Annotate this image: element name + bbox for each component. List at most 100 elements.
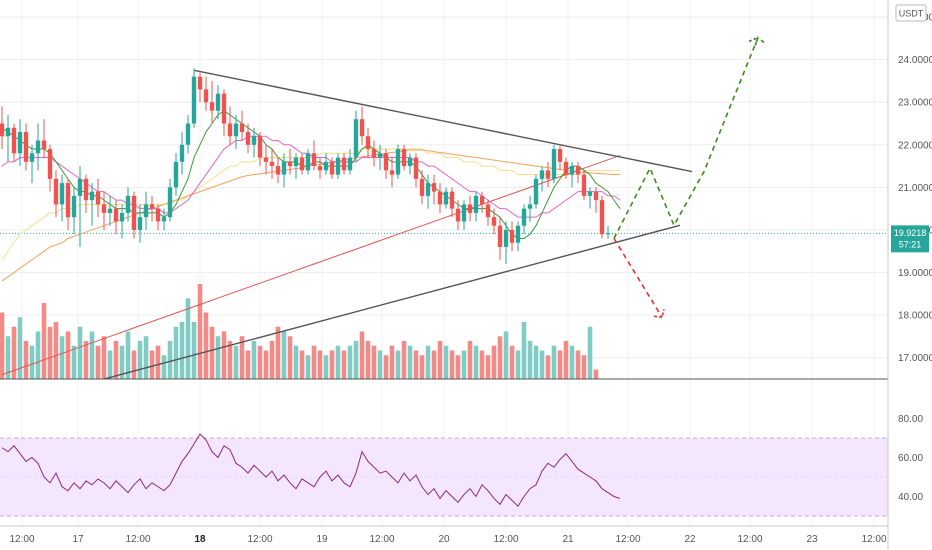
volume-bar [257,345,263,379]
candle-body [317,166,323,171]
candle-body [419,178,425,196]
candle-body [551,149,557,179]
price-axis-ticks: 17.000018.000019.000020.000021.000022.00… [898,13,932,365]
volume-bar [479,350,485,379]
candle-body [203,89,209,103]
volume-bar [335,345,341,379]
volume-bar [119,345,125,379]
candle-body [605,233,611,235]
time-tick-label: 12:00 [9,534,34,545]
price-tag: 19.9218 57:21 [891,225,929,253]
candle-body [599,200,605,235]
volume-bar [23,341,29,379]
candle-body [371,149,377,158]
candle-body [227,123,233,137]
volume-bar [467,341,473,379]
candle-body [59,183,65,205]
candle-body [305,153,311,171]
volume-bar [419,355,425,379]
volume-bar [449,350,455,379]
candle-body [581,174,587,196]
volume-bar [185,298,191,379]
candle-body [473,195,479,213]
candle-body [413,157,419,179]
volume-bar [347,345,353,379]
volume-bar [47,326,53,379]
candle-body [107,208,113,213]
volume-bar [425,345,431,379]
candle-body [449,191,455,209]
candle-body [455,208,461,222]
volume-bar [359,331,365,379]
candle-body [485,204,491,218]
price-tick-label: 21.0000 [898,183,932,194]
volume-bar [503,331,509,379]
candle-body [575,166,581,175]
projection-green-arrowhead [748,36,760,47]
volume-bar [371,345,377,379]
time-tick-label: 12:00 [737,534,762,545]
price-tick-label: 22.0000 [898,140,932,151]
price-tick-label: 24.0000 [898,55,932,66]
volume-bar [251,341,257,379]
candle-body [125,195,131,213]
volume-bar [215,336,221,379]
candle-body [593,191,599,201]
candle-body [287,161,293,167]
axes [0,0,889,550]
volume-bar [587,326,593,379]
volume-bar [173,326,179,379]
candle-body [143,204,149,218]
volume-bar [0,312,5,379]
candle-body [23,132,29,162]
candle-body [539,170,545,179]
ma-mid-line [1,135,621,218]
candle-body [353,119,359,158]
candle-body [527,204,533,209]
volume-bar [59,336,65,379]
projection-green-path [613,36,765,239]
volume-bar [209,326,215,379]
volume-bar [227,341,233,379]
candle-body [11,127,17,154]
time-tick-label: 12:00 [369,534,394,545]
candle-body [335,157,341,175]
currency-badge-box[interactable] [895,4,927,22]
volume-bar [509,345,515,379]
candle-body [17,132,23,154]
candle-body [497,225,503,247]
candle-body [557,149,563,162]
time-axis-ticks: 12:00 17 12:00 18 12:00 19 12:00 20 12:00 21 12:00… [9,534,886,545]
volume-bars [0,284,599,379]
volume-bar [131,350,137,379]
volume-bar [341,350,347,379]
ma-red-line [1,154,621,376]
candle-body [587,191,593,196]
volume-bar [593,369,599,379]
volume-bar [515,350,521,379]
price-tick-label: 23.0000 [898,98,932,109]
volume-bar [305,355,311,379]
volume-bar [455,355,461,379]
candle-body [323,161,329,171]
volume-bar [581,355,587,379]
volume-bar [35,331,41,379]
volume-bar [95,345,101,379]
candle-body [269,161,275,167]
candle-body [191,76,197,124]
volume-bar [533,345,539,379]
candle-body [131,195,137,230]
candle-body [167,187,173,218]
price-tag-box [891,225,929,253]
currency-badge[interactable]: USDT [895,4,927,22]
time-tick-label: 22 [684,534,696,545]
candle-body [197,76,203,90]
candle-body [185,123,191,145]
rsi-polyline [1,433,621,508]
time-tick-label: 17 [72,534,84,545]
volume-bar [413,350,419,379]
volume-bar [485,355,491,379]
candle-body [41,140,47,150]
volume-bar [551,345,557,379]
